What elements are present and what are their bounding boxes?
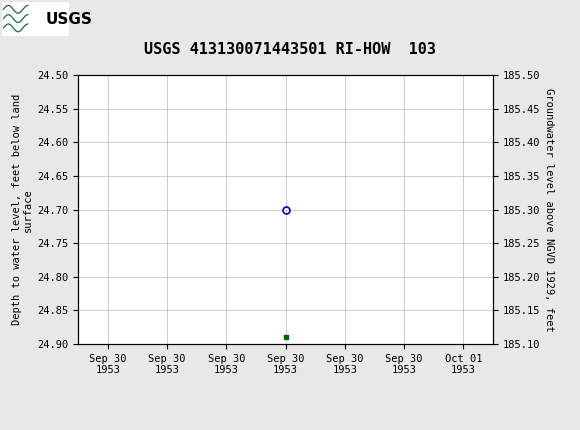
Bar xyxy=(2,2,69,37)
Y-axis label: Groundwater level above NGVD 1929, feet: Groundwater level above NGVD 1929, feet xyxy=(545,88,554,332)
Text: USGS: USGS xyxy=(45,12,92,27)
Y-axis label: Depth to water level, feet below land
surface: Depth to water level, feet below land su… xyxy=(12,94,33,325)
Text: USGS 413130071443501 RI-HOW  103: USGS 413130071443501 RI-HOW 103 xyxy=(144,42,436,57)
